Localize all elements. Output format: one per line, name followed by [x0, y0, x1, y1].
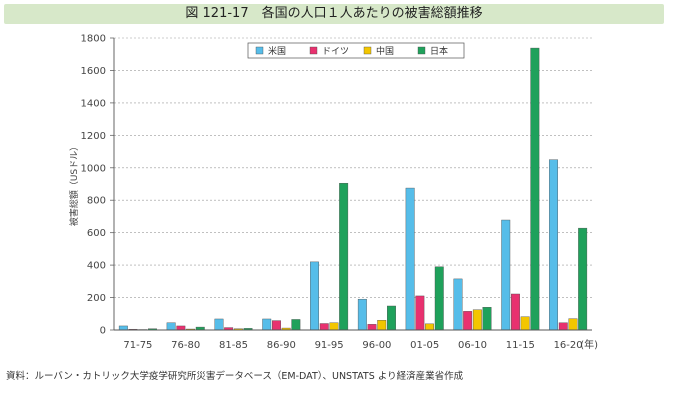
legend-swatch-日本: [417, 46, 426, 55]
bars: [118, 47, 588, 331]
x-tick-label: 76-80: [171, 340, 200, 351]
bar-ドイツ-16-20: [558, 322, 568, 331]
bar-ドイツ-86-90: [272, 320, 281, 331]
y-tick-label: 1600: [81, 66, 106, 77]
x-tick-label: 86-90: [267, 340, 296, 351]
bar-米国-86-90: [262, 318, 272, 331]
bar-ドイツ-76-80: [176, 325, 186, 331]
bar-日本-91-95: [339, 182, 349, 331]
y-tick-label: 600: [87, 228, 106, 239]
bar-米国-96-00: [357, 298, 367, 331]
bar-ドイツ-96-00: [367, 324, 377, 331]
bar-米国-71-75: [118, 325, 128, 331]
y-tick-label: 1200: [81, 131, 106, 142]
legend: 米国 ドイツ 中国 日本: [247, 42, 465, 59]
gridlines: [114, 37, 592, 298]
legend-label-ドイツ: ドイツ: [322, 47, 349, 57]
bar-米国-16-20: [549, 159, 558, 331]
bar-米国-01-05: [405, 187, 415, 331]
bar-中国-01-05: [425, 323, 434, 331]
bar-ドイツ-11-15: [511, 293, 520, 331]
bar-米国-76-80: [166, 322, 176, 331]
x-tick-label: 91-95: [315, 340, 344, 351]
legend-label-日本: 日本: [430, 45, 448, 57]
y-tick-label: 1800: [81, 34, 106, 45]
bar-ドイツ-91-95: [319, 323, 329, 331]
legend-swatch-中国: [363, 46, 372, 55]
legend-label-米国: 米国: [268, 45, 286, 57]
bar-日本-11-15: [530, 47, 540, 331]
bar-米国-06-10: [453, 278, 463, 331]
bar-ドイツ-01-05: [415, 295, 425, 331]
bar-米国-81-85: [214, 318, 224, 331]
x-tick-label: 96-00: [362, 340, 391, 351]
y-tick-label: 1000: [81, 163, 106, 174]
y-tick-label: 200: [87, 293, 106, 304]
bar-中国-06-10: [472, 309, 482, 331]
bar-日本-86-90: [291, 319, 301, 331]
legend-label-中国: 中国: [376, 45, 394, 57]
x-tick-label: 06-10: [458, 340, 487, 351]
chart-title: 図 121-17 各国の人口１人あたりの被害総額推移: [4, 4, 664, 24]
x-tick-labels: 71-75 76-80 81-85 86-90 91-95 96-00 01-05 06-10…: [123, 338, 598, 351]
legend-swatch-米国: [255, 46, 264, 55]
y-tick-label: 1400: [81, 98, 106, 109]
y-tick-label: 400: [87, 261, 106, 272]
y-tick-labels: 0 200 400 600 800 1000 1200 1400 1600 1800: [81, 34, 106, 337]
bar-米国-11-15: [501, 219, 511, 331]
bar-中国-91-95: [329, 322, 339, 331]
x-tick-label: 01-05: [410, 340, 439, 351]
x-tick-label: 11-15: [506, 340, 535, 351]
x-tick-label: 71-75: [123, 340, 152, 351]
y-axis-title: 被害総額（USドル）: [68, 142, 80, 226]
bar-中国-96-00: [377, 320, 387, 331]
bar-日本-16-20: [578, 227, 588, 331]
y-tick-label: 0: [100, 326, 106, 337]
x-axis-unit: (年): [580, 338, 598, 351]
legend-box: [247, 42, 465, 59]
bar-ドイツ-06-10: [463, 311, 473, 331]
axes: [110, 37, 592, 331]
x-tick-label: 16-20: [554, 340, 583, 351]
y-tick-label: 800: [87, 196, 106, 207]
bar-日本-01-05: [434, 266, 444, 331]
bar-日本-96-00: [387, 305, 396, 331]
x-tick-label: 81-85: [219, 340, 248, 351]
legend-swatch-ドイツ: [309, 46, 318, 55]
bar-米国-91-95: [310, 261, 319, 331]
bar-日本-06-10: [482, 307, 492, 331]
bar-中国-16-20: [568, 318, 578, 331]
bar-中国-11-15: [520, 316, 530, 331]
source-note: 資料：ルーバン・カトリック大学疫学研究所災害データベース（EM-DAT）、UNS…: [6, 371, 464, 382]
